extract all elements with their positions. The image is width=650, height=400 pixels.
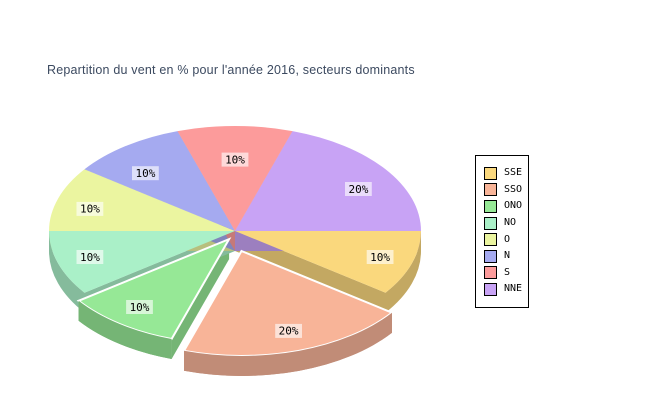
- pie-slice-S: [177, 125, 293, 231]
- legend-label-NO: NO: [504, 217, 517, 229]
- pie-slice-rim-NO: [49, 231, 85, 313]
- legend-swatch-SSE: [484, 166, 497, 180]
- legend-item-N: N: [484, 248, 526, 265]
- legend-swatch-S: [484, 266, 497, 280]
- pie-label-chip-N: [132, 166, 159, 181]
- pie-label-chip-SSO: [275, 323, 302, 338]
- pie-slice-wall-ONO: [171, 239, 230, 359]
- legend-label-ONO: ONO: [504, 200, 523, 212]
- legend-label-N: N: [504, 250, 511, 262]
- pie-label-chip-NO: [76, 250, 104, 264]
- legend-label-S: S: [504, 266, 511, 278]
- pie-slice-rim-ONO: [78, 300, 172, 359]
- pie-label-chip-O: [76, 201, 104, 216]
- pie-slice-N: [84, 131, 235, 231]
- pie-label-NO: 10%: [80, 251, 100, 264]
- legend-item-SSE: SSE: [484, 165, 526, 182]
- legend-label-SSO: SSO: [504, 183, 523, 195]
- legend-item-SSO: SSO: [484, 182, 526, 199]
- pie-label-chip-S: [221, 152, 249, 167]
- pie-slice-SSO: [182, 249, 394, 357]
- pie-label-N: 10%: [135, 167, 155, 180]
- legend-item-NNE: NNE: [484, 281, 526, 298]
- pie-label-ONO: 10%: [130, 301, 150, 314]
- pie-slice-rim-SSO: [184, 312, 392, 376]
- legend-swatch-O: [484, 233, 497, 247]
- legend-swatch-NO: [484, 216, 497, 230]
- pie-label-chip-ONO: [126, 300, 153, 314]
- legend-item-ONO: ONO: [484, 198, 526, 215]
- legend-item-NO: NO: [484, 215, 526, 232]
- chart-title: Repartition du vent en % pour l'année 20…: [47, 63, 415, 77]
- pie-label-chip-NNE: [345, 182, 372, 196]
- pie-slice-SSE: [235, 231, 421, 293]
- pie-slice-NNE: [235, 131, 421, 231]
- legend-swatch-NNE: [484, 282, 497, 296]
- pie-slice-ONO: [76, 237, 232, 341]
- pie-label-NNE: 20%: [348, 183, 368, 196]
- legend-swatch-SSO: [484, 183, 497, 197]
- pie-slice-wall-SSE: [235, 231, 386, 313]
- pie-slice-NO: [49, 231, 235, 293]
- pie-label-S: 10%: [225, 153, 245, 166]
- legend-item-O: O: [484, 231, 526, 248]
- pie-label-SSO: 20%: [279, 325, 299, 338]
- legend-label-NNE: NNE: [504, 283, 523, 295]
- pie-label-chip-SSE: [366, 250, 394, 264]
- pie-slice-rim-SSE: [385, 231, 421, 313]
- legend-label-O: O: [504, 233, 511, 245]
- legend-swatch-N: [484, 249, 497, 263]
- legend-label-SSE: SSE: [504, 167, 523, 179]
- pie-label-O: 10%: [80, 203, 100, 216]
- legend-swatch-ONO: [484, 199, 497, 213]
- legend-item-S: S: [484, 265, 526, 282]
- pie-label-SSE: 10%: [370, 251, 390, 264]
- legend: SSE SSO ONO NO O N S NNE: [475, 155, 529, 308]
